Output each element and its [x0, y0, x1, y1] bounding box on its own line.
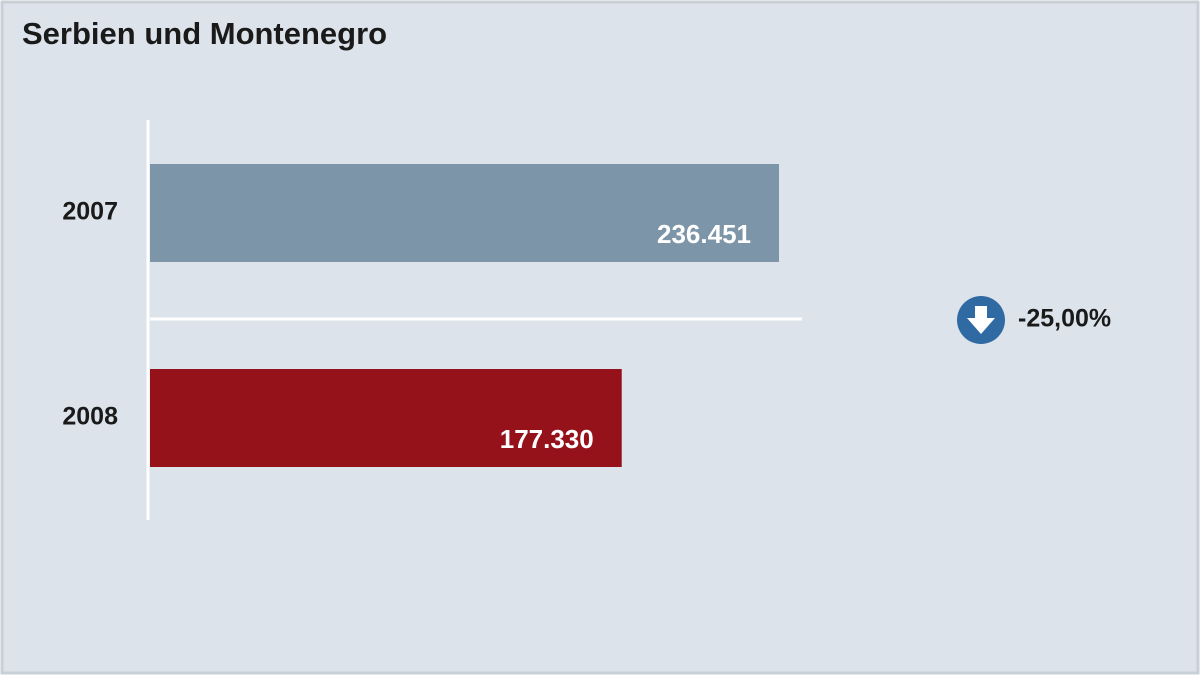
- y-tick-label: 2007: [62, 198, 118, 226]
- annotation-arrow: [967, 306, 995, 334]
- y-tick-label: 2008: [62, 403, 118, 431]
- value-label: 177.330: [500, 424, 594, 454]
- annotation: -25,00%: [1018, 305, 1111, 333]
- bar: [150, 164, 779, 262]
- bar: [150, 369, 622, 467]
- chart-title: Serbien und Montenegro: [22, 16, 387, 51]
- value-label: 236.451: [657, 219, 751, 249]
